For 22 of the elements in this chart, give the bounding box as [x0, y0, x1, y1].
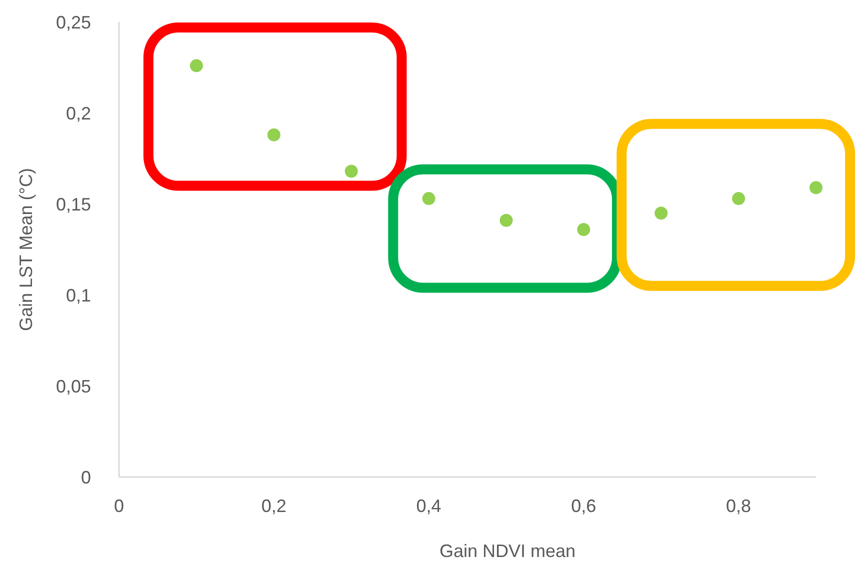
x-tick-label: 0,4 [416, 496, 442, 516]
y-axis-title: Gain LST Mean (°C) [16, 168, 36, 331]
x-tick-label: 0,8 [726, 496, 752, 516]
y-tick-label: 0,1 [66, 285, 91, 306]
y-tick-label: 0,2 [66, 103, 91, 124]
x-tick-label: 0,6 [571, 496, 596, 516]
x-axis-title: Gain NDVI mean [439, 541, 576, 561]
y-tick-label: 0,15 [56, 194, 91, 214]
point [810, 181, 822, 194]
point [732, 192, 746, 206]
point [190, 59, 203, 72]
y-tick-label: 0,25 [56, 12, 91, 32]
x-tick-label: 0 [114, 496, 124, 516]
point [422, 192, 436, 206]
y-tick-label: 0,05 [56, 376, 91, 396]
point [577, 222, 590, 236]
point [500, 214, 513, 227]
point [267, 128, 280, 142]
y-tick-label: 0 [80, 467, 91, 488]
x-tick-label: 0,2 [261, 496, 286, 516]
point [344, 164, 358, 178]
point [654, 206, 668, 220]
